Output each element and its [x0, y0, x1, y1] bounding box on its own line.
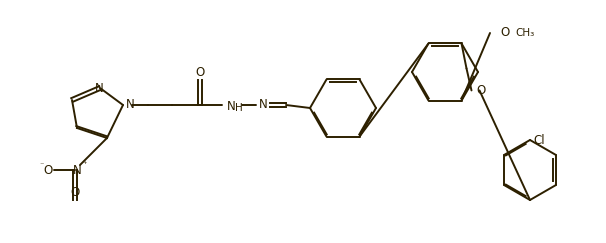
Text: ⁻: ⁻: [40, 160, 44, 170]
Text: O: O: [500, 26, 509, 40]
Text: N: N: [73, 164, 81, 176]
Text: N: N: [125, 97, 135, 111]
Text: ⁺: ⁺: [83, 160, 87, 170]
Text: Cl: Cl: [533, 133, 545, 147]
Text: O: O: [44, 164, 53, 176]
Text: N: N: [259, 98, 267, 112]
Text: N: N: [95, 81, 104, 95]
Text: O: O: [476, 84, 486, 97]
Text: O: O: [195, 66, 205, 79]
Text: N: N: [227, 99, 235, 113]
Text: CH₃: CH₃: [515, 28, 534, 38]
Text: H: H: [235, 103, 243, 113]
Text: O: O: [70, 186, 79, 199]
